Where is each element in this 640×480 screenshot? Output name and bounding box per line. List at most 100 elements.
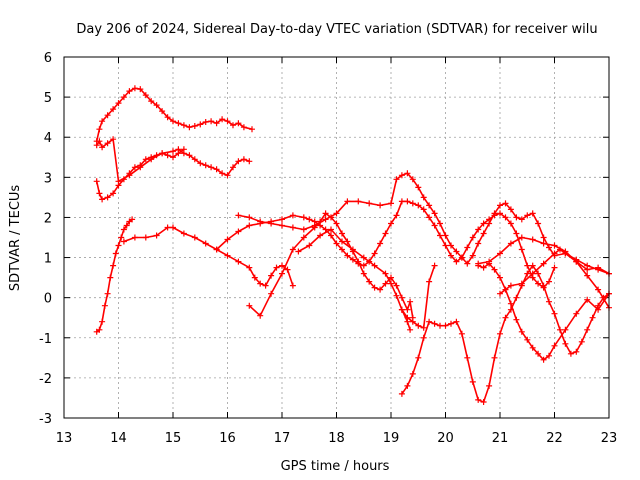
data-point (529, 270, 536, 277)
x-axis-label: GPS time / hours (281, 459, 390, 474)
data-point (551, 264, 558, 271)
data-point (224, 172, 231, 179)
data-point (464, 244, 471, 251)
data-point (371, 262, 378, 269)
data-point (480, 230, 487, 237)
data-point (486, 258, 493, 265)
series-trace (477, 236, 610, 309)
data-point (513, 316, 520, 323)
x-tick-label: 22 (546, 431, 563, 446)
data-point (180, 230, 187, 237)
x-tick-label: 21 (492, 431, 509, 446)
data-point (273, 264, 280, 271)
data-point (115, 242, 122, 249)
data-point (431, 222, 438, 229)
data-point (388, 200, 394, 207)
data-point (279, 262, 285, 269)
data-point (123, 222, 130, 229)
data-point (513, 294, 520, 301)
data-point (311, 224, 318, 231)
x-tick-label: 14 (110, 431, 127, 446)
data-point (448, 242, 454, 249)
data-point (289, 282, 296, 289)
data-point (595, 286, 602, 293)
y-axis-label: SDTVAR / TECUs (8, 185, 23, 292)
x-tick-label: 18 (328, 431, 345, 446)
y-tick-label: 4 (44, 131, 52, 146)
data-point (191, 234, 198, 241)
data-point (246, 302, 253, 309)
data-point (240, 156, 247, 163)
data-point (480, 264, 487, 271)
data-point (246, 214, 253, 221)
data-point (529, 262, 536, 269)
data-point (497, 330, 503, 337)
data-point (208, 118, 215, 125)
data-point (393, 176, 400, 183)
data-point (224, 236, 231, 243)
data-point (469, 252, 476, 259)
data-point (551, 242, 558, 249)
data-point (360, 270, 367, 277)
data-point (186, 152, 193, 159)
data-point (573, 310, 580, 317)
data-point (96, 138, 103, 145)
x-tick-labels: 13 14 15 16 17 18 19 20 21 22 23 (56, 431, 618, 446)
data-point (513, 214, 520, 221)
data-point (300, 226, 307, 233)
data-point (131, 234, 138, 241)
data-point (551, 250, 558, 257)
data-point (191, 123, 198, 129)
series-sat-a (93, 85, 255, 145)
data-point (431, 262, 438, 269)
data-point (322, 226, 329, 233)
data-point (344, 198, 351, 205)
data-point (453, 248, 460, 255)
data-point (524, 212, 531, 219)
series-sat-k (398, 262, 438, 331)
data-point (99, 318, 106, 325)
data-point (546, 352, 552, 359)
data-point (371, 250, 378, 257)
data-point (371, 284, 378, 291)
data-point (475, 260, 482, 267)
data-point (595, 264, 602, 271)
data-point (388, 220, 394, 227)
data-point (535, 350, 542, 357)
data-point (355, 258, 362, 265)
data-point (573, 348, 580, 355)
data-point (409, 370, 416, 377)
x-tick-label: 16 (219, 431, 236, 446)
data-point (398, 390, 405, 397)
data-point (497, 250, 503, 257)
x-tick-label: 17 (274, 431, 291, 446)
data-point (257, 218, 264, 225)
data-point (224, 118, 231, 125)
data-point (540, 356, 547, 363)
data-point (502, 214, 509, 221)
series-sat-b (93, 136, 253, 185)
data-point (333, 240, 340, 247)
data-point (551, 342, 558, 349)
data-point (437, 220, 443, 227)
data-point (420, 194, 427, 201)
data-point (507, 300, 514, 307)
data-point (518, 246, 525, 253)
data-point (546, 244, 552, 251)
data-point (235, 120, 242, 127)
data-point (101, 302, 108, 309)
series-sat-l (475, 260, 612, 363)
data-point (448, 252, 454, 259)
data-point (398, 294, 405, 301)
data-point (366, 200, 373, 207)
data-point (426, 214, 433, 221)
data-point (415, 354, 422, 361)
y-tick-label: 3 (44, 171, 52, 186)
data-point (295, 248, 302, 255)
data-point (409, 200, 416, 207)
data-point (360, 262, 367, 269)
data-point (262, 282, 269, 289)
data-point (96, 126, 103, 133)
data-series (93, 85, 612, 405)
data-point (535, 280, 542, 287)
